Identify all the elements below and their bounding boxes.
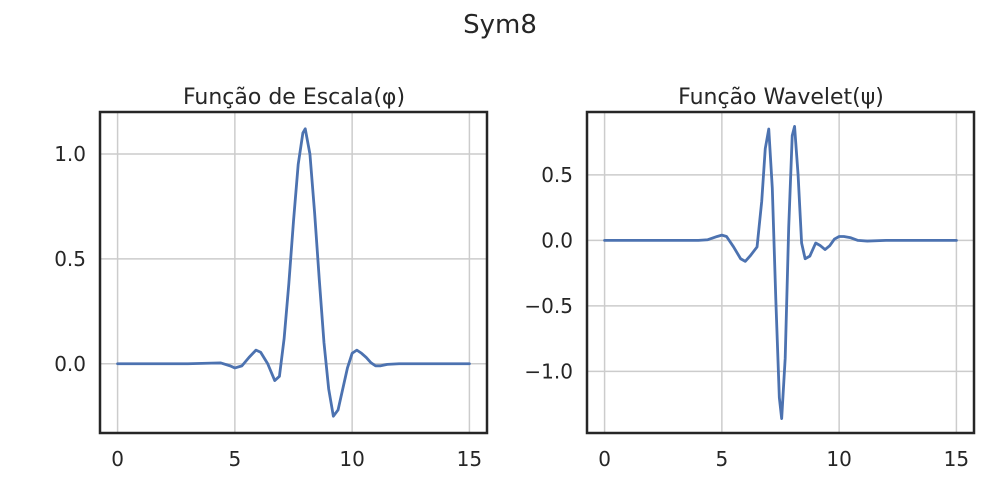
- wavelet-x-tick-label: 0: [598, 447, 611, 471]
- scaling-function-plot: Função de Escala(φ) 0 5 10 15 0.0 0.5 1.0: [54, 85, 489, 471]
- wavelet-function-title: Função Wavelet(ψ): [678, 85, 884, 110]
- wavelet-y-tick-label: −1.0: [524, 359, 573, 383]
- wavelet-series-line: [603, 125, 958, 420]
- scaling-x-tick-label: 15: [457, 447, 482, 471]
- scaling-x-tick-label: 0: [111, 447, 124, 471]
- scaling-y-tick-label: 1.0: [54, 142, 86, 166]
- scaling-function-title: Função de Escala(φ): [183, 85, 405, 110]
- wavelet-x-tick-label: 5: [715, 447, 728, 471]
- wavelet-x-tick-label: 15: [944, 447, 969, 471]
- wavelet-y-tick-label: 0.0: [541, 228, 573, 252]
- wavelet-y-tick-label: −0.5: [524, 294, 573, 318]
- wavelet-axes-frame: [585, 110, 976, 435]
- scaling-y-tick-label: 0.5: [54, 247, 86, 271]
- scaling-axes-frame: [98, 110, 489, 435]
- scaling-y-tick-label: 0.0: [54, 352, 86, 376]
- wavelet-function-plot: Função Wavelet(ψ) 0 5 10 15 −1.0 −0.5 0.0 0.5: [524, 85, 976, 471]
- scaling-x-tick-label: 5: [228, 447, 241, 471]
- figure-title: Sym8: [463, 10, 537, 40]
- wavelet-y-tick-label: 0.5: [541, 163, 573, 187]
- scaling-x-tick-label: 10: [339, 447, 364, 471]
- scaling-series-line: [116, 127, 471, 418]
- wavelet-x-tick-label: 10: [826, 447, 851, 471]
